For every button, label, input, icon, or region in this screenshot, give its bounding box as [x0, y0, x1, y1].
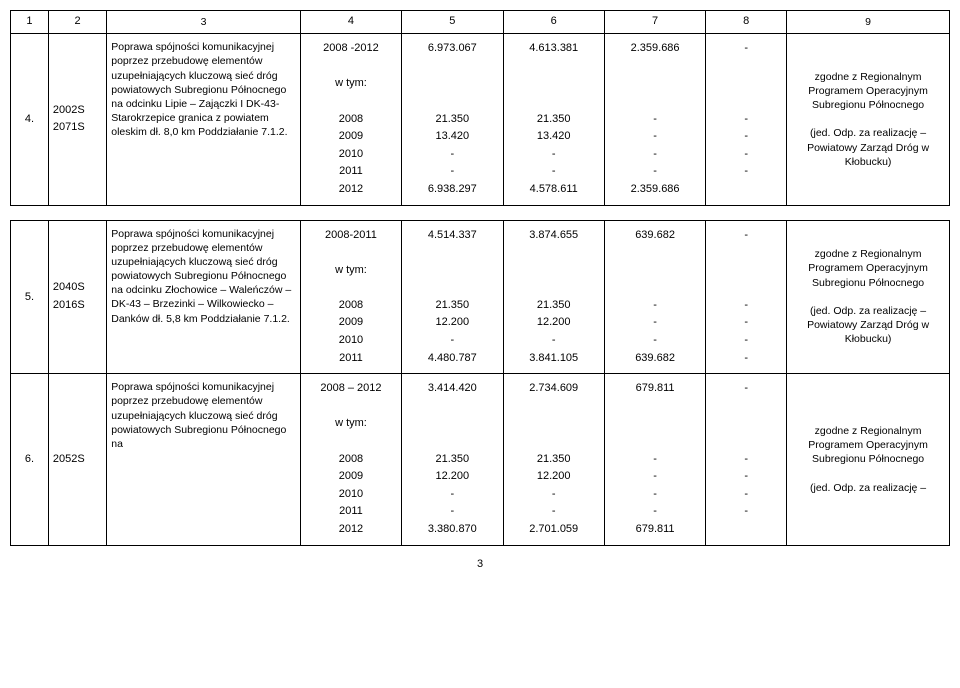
row-codes: 2052S [48, 374, 106, 545]
row-values-5: 3.414.42021.35012.200--3.380.870 [402, 374, 503, 545]
row-description: Poprawa spójności komunikacyjnej poprzez… [107, 34, 301, 205]
header-col-6: 6 [503, 11, 604, 34]
row-values-7: 2.359.686----2.359.686 [604, 34, 705, 205]
row-number: 4. [11, 34, 49, 205]
row-description: Poprawa spójności komunikacyjnej poprzez… [107, 374, 301, 545]
row-number: 6. [11, 374, 49, 545]
table-row: 4. 2002S2071S Poprawa spójności komunika… [11, 34, 950, 205]
row-note: zgodne z Regionalnym Programem Operacyjn… [787, 374, 950, 545]
header-col-1: 1 [11, 11, 49, 34]
header-col-5: 5 [402, 11, 503, 34]
row-values-7: 639.682---639.682 [604, 220, 705, 374]
row-years: 2008 -2012w tym:20082009201020112012 [300, 34, 401, 205]
page-number: 3 [10, 558, 950, 570]
header-col-8: 8 [706, 11, 787, 34]
row-years: 2008 – 2012w tym:20082009201020112012 [300, 374, 401, 545]
row-values-8: ----- [706, 220, 787, 374]
row-values-6: 4.613.38121.35013.420--4.578.611 [503, 34, 604, 205]
row-number: 5. [11, 220, 49, 374]
row-note: zgodne z Regionalnym Programem Operacyjn… [787, 220, 950, 374]
data-table: 1 2 3 4 5 6 7 8 9 4. 2002S2071S Poprawa … [10, 10, 950, 206]
table-row: 6. 2052S Poprawa spójności komunikacyjne… [11, 374, 950, 545]
row-values-8: ----- [706, 374, 787, 545]
header-col-2: 2 [48, 11, 106, 34]
header-col-3: 3 [107, 11, 301, 34]
row-codes: 2040S2016S [48, 220, 106, 374]
row-years: 2008-2011w tym:2008200920102011 [300, 220, 401, 374]
row-values-8: ----- [706, 34, 787, 205]
row-description: Poprawa spójności komunikacyjnej poprzez… [107, 220, 301, 374]
row-values-6: 3.874.65521.35012.200-3.841.105 [503, 220, 604, 374]
table-row: 5. 2040S2016S Poprawa spójności komunika… [11, 220, 950, 374]
row-values-6: 2.734.60921.35012.200--2.701.059 [503, 374, 604, 545]
row-values-5: 6.973.06721.35013.420--6.938.297 [402, 34, 503, 205]
header-col-4: 4 [300, 11, 401, 34]
table-header-row: 1 2 3 4 5 6 7 8 9 [11, 11, 950, 34]
header-col-9: 9 [787, 11, 950, 34]
header-col-7: 7 [604, 11, 705, 34]
row-values-7: 679.811----679.811 [604, 374, 705, 545]
row-codes: 2002S2071S [48, 34, 106, 205]
row-values-5: 4.514.33721.35012.200-4.480.787 [402, 220, 503, 374]
data-table-2: 5. 2040S2016S Poprawa spójności komunika… [10, 220, 950, 546]
row-note: zgodne z Regionalnym Programem Operacyjn… [787, 34, 950, 205]
